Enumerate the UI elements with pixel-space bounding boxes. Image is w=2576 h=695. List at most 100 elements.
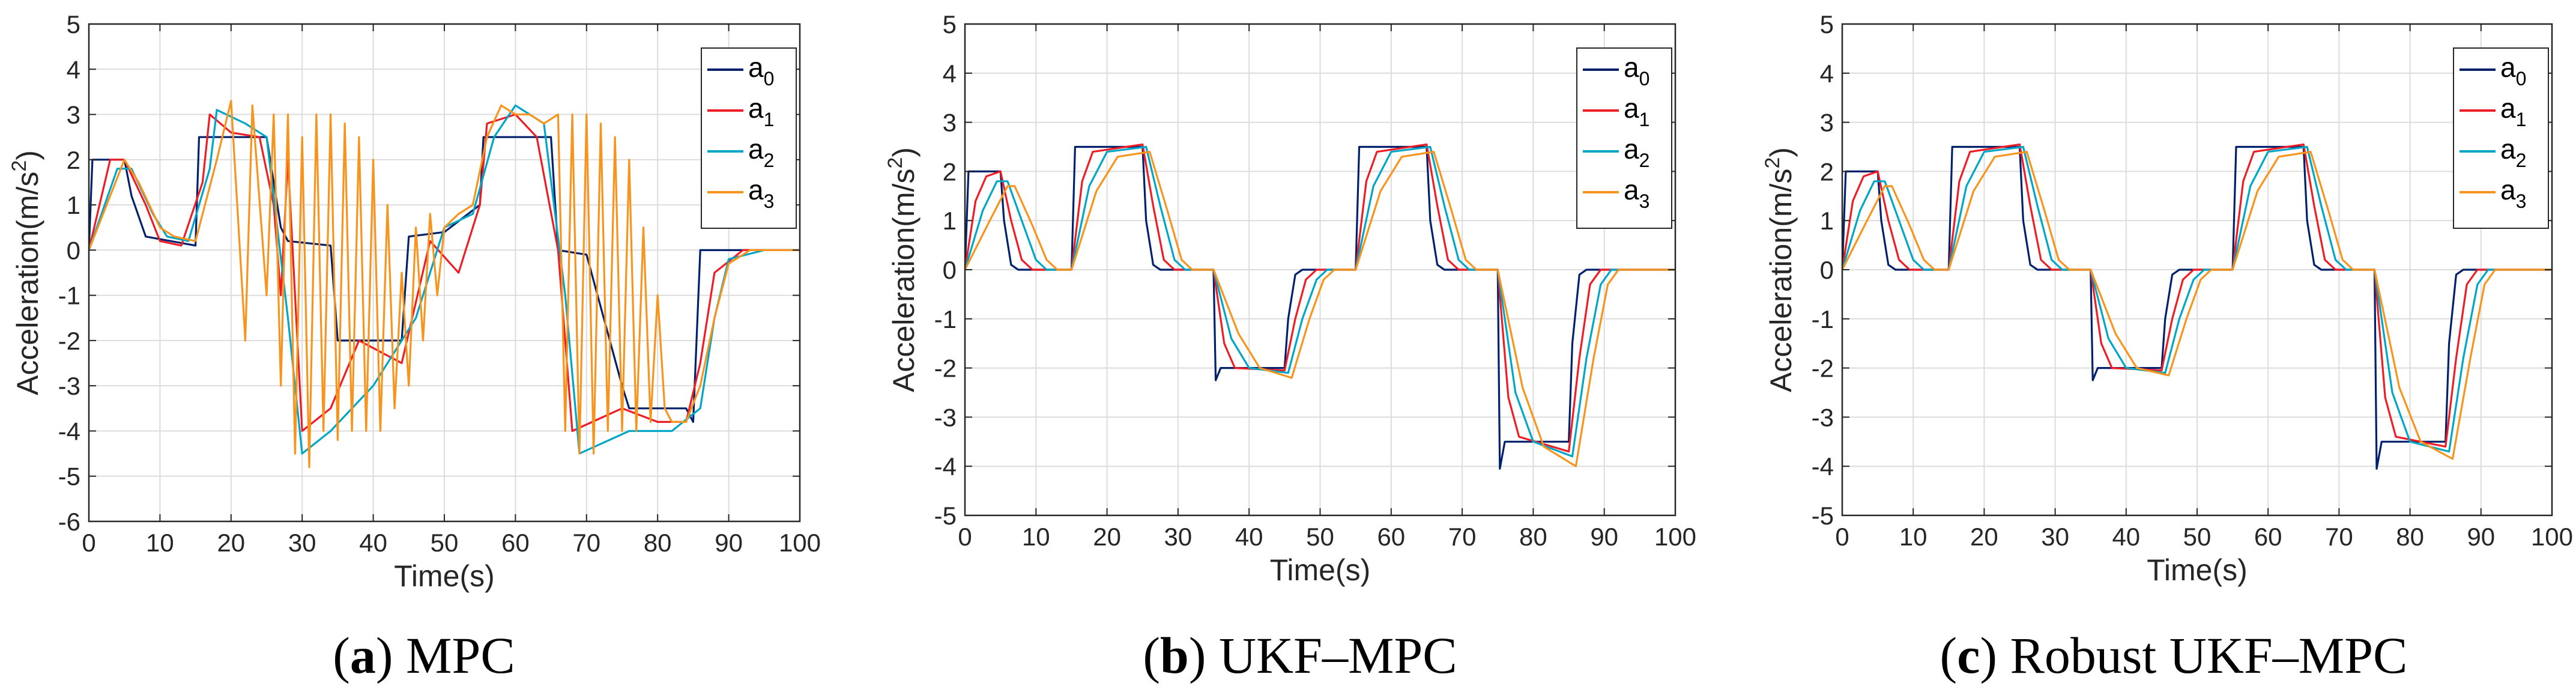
x-tick-label: 40 xyxy=(2112,523,2140,551)
x-tick-label: 30 xyxy=(2041,523,2069,551)
legend-label-sub: 1 xyxy=(1639,109,1650,130)
y-tick-label: -3 xyxy=(58,372,80,400)
legend-label-a2: a2 xyxy=(1624,133,1649,171)
y-tick-label: -1 xyxy=(58,282,80,310)
y-axis-label-text: Acceleration(m/s xyxy=(887,169,921,392)
x-tick-label: 90 xyxy=(715,529,743,557)
y-axis-label-sup: 2 xyxy=(8,160,31,172)
y-tick-label: -3 xyxy=(934,403,957,431)
legend-label-name: a xyxy=(748,52,764,83)
y-axis-label: Acceleration(m/s2) xyxy=(1761,147,1798,392)
x-tick-label: 40 xyxy=(359,529,387,557)
panel-caption: (b) UKF–MPC xyxy=(1143,627,1457,684)
series-group xyxy=(1842,143,2552,470)
y-tick-label: 2 xyxy=(67,146,80,174)
legend-label-a2: a2 xyxy=(2500,133,2526,171)
caption-close: ) xyxy=(1980,627,1997,684)
y-tick-label: 2 xyxy=(943,157,957,186)
y-tick-label: -2 xyxy=(934,354,957,383)
y-tick-label: -4 xyxy=(934,452,957,481)
x-tick-label: 50 xyxy=(431,529,459,557)
x-tick-label: 90 xyxy=(1590,523,1618,551)
caption-text: MPC xyxy=(393,627,515,684)
legend-label-name: a xyxy=(748,174,764,205)
x-tick-label: 100 xyxy=(779,529,821,557)
series-line-a3 xyxy=(1842,151,2552,460)
legend-label-name: a xyxy=(1624,93,1639,124)
x-tick-label: 100 xyxy=(2531,523,2573,551)
legend-label-sub: 0 xyxy=(2516,68,2527,90)
y-axis-label-close: ) xyxy=(11,150,44,160)
series-line-a2 xyxy=(89,104,800,455)
x-tick-label: 80 xyxy=(644,529,672,557)
series-line-a3 xyxy=(89,100,800,469)
caption-open: ( xyxy=(333,627,350,684)
x-tick-label: 30 xyxy=(288,529,316,557)
legend-label-a3: a3 xyxy=(1624,174,1649,212)
y-tick-label: -5 xyxy=(1812,502,1834,530)
y-axis-label: Acceleration(m/s2) xyxy=(8,150,44,395)
legend-label-name: a xyxy=(2500,52,2516,83)
legend-label-name: a xyxy=(2500,133,2516,165)
x-tick-label: 10 xyxy=(1899,523,1927,551)
legend-label-a0: a0 xyxy=(2500,52,2526,90)
y-tick-label: -5 xyxy=(934,502,957,530)
y-tick-label: 5 xyxy=(67,10,80,38)
y-tick-label: -4 xyxy=(58,417,80,445)
legend-label-sub: 2 xyxy=(2516,150,2527,171)
y-tick-label: 3 xyxy=(943,109,957,137)
legend-label-a3: a3 xyxy=(2500,174,2526,212)
x-tick-label: 20 xyxy=(1093,523,1121,551)
legend-label-name: a xyxy=(1624,52,1639,83)
caption-text: Robust UKF–MPC xyxy=(1997,627,2407,684)
series-line-a1 xyxy=(965,143,1675,453)
y-tick-label: 2 xyxy=(1820,157,1834,186)
legend-label-a1: a1 xyxy=(1624,93,1649,130)
series-line-a0 xyxy=(89,136,800,423)
series-line-a1 xyxy=(1842,143,2552,448)
chart-panel-a: 0 10 20 30 40 50 60 70 80 90 100-6-5-4-3-2-1012345… xyxy=(8,10,821,684)
y-tick-label: -1 xyxy=(1812,305,1834,333)
legend-label-a1: a1 xyxy=(748,93,774,130)
y-tick-label: 3 xyxy=(67,101,80,129)
series-line-a2 xyxy=(1842,145,2552,453)
legend-label-name: a xyxy=(2500,93,2516,124)
legend-label-sub: 1 xyxy=(2516,109,2527,130)
legend-label-sub: 0 xyxy=(1639,68,1650,90)
x-axis-label: Time(s) xyxy=(2147,553,2248,587)
x-tick-label: 0 xyxy=(1835,523,1849,551)
legend-box xyxy=(1576,47,1672,229)
series-group xyxy=(965,143,1675,470)
legend-label-sub: 3 xyxy=(1639,190,1650,212)
x-tick-label: 50 xyxy=(2183,523,2212,551)
legend-label-a1: a1 xyxy=(2500,93,2526,130)
legend-label-a2: a2 xyxy=(748,133,774,171)
panel-caption: (c) Robust UKF–MPC xyxy=(1940,627,2408,684)
y-tick-label: 1 xyxy=(67,191,80,219)
caption-letter: c xyxy=(1957,627,1980,684)
caption-letter: a xyxy=(350,627,376,684)
y-axis-label-close: ) xyxy=(887,147,921,157)
y-tick-label: -3 xyxy=(1812,403,1834,431)
y-axis-label-close: ) xyxy=(1764,147,1798,157)
legend-label-a0: a0 xyxy=(748,52,774,90)
caption-open: ( xyxy=(1940,627,1958,684)
x-tick-label: 40 xyxy=(1235,523,1263,551)
legend-label-name: a xyxy=(1624,174,1639,205)
legend-label-name: a xyxy=(2500,174,2516,205)
caption-close: ) xyxy=(376,627,393,684)
x-tick-label: 20 xyxy=(217,529,245,557)
y-axis-label-text: Acceleration(m/s xyxy=(1764,169,1798,392)
x-tick-label: 80 xyxy=(2396,523,2424,551)
legend-label-name: a xyxy=(748,93,764,124)
y-tick-label: 1 xyxy=(943,207,957,235)
legend-label-name: a xyxy=(748,133,764,165)
y-tick-label: -1 xyxy=(934,305,957,333)
x-tick-label: 90 xyxy=(2467,523,2495,551)
legend-label-sub: 3 xyxy=(2516,190,2527,212)
legend-label-sub: 3 xyxy=(764,190,775,212)
chart-panel-b: 0 10 20 30 40 50 60 70 80 90 100-5-4-3-2-1012345Ti… xyxy=(884,10,1696,684)
